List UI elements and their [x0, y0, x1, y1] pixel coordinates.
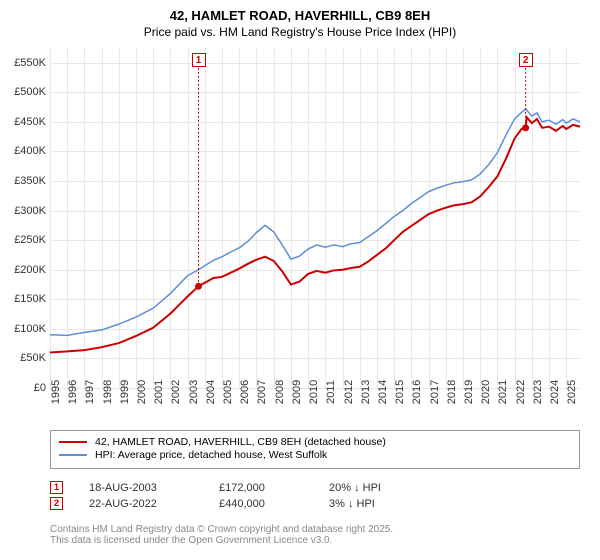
annotation-date-1: 22-AUG-2022 — [89, 498, 219, 510]
x-axis-label: 2016 — [411, 380, 423, 404]
annotation-row-1: 2 22-AUG-2022 £440,000 3% ↓ HPI — [50, 497, 381, 510]
x-axis-label: 1999 — [119, 380, 131, 404]
x-axis-label: 2017 — [429, 380, 441, 404]
legend-swatch-1 — [59, 454, 87, 456]
x-axis-label: 2019 — [463, 380, 475, 404]
y-axis-label: £100K — [14, 323, 46, 335]
legend-row-1: HPI: Average price, detached house, West… — [59, 449, 571, 461]
chart-container: 42, HAMLET ROAD, HAVERHILL, CB9 8EH Pric… — [0, 0, 600, 560]
x-axis-label: 2023 — [532, 380, 544, 404]
x-axis-label: 2006 — [239, 380, 251, 404]
marker-dot-1 — [195, 283, 202, 290]
footer-line2: This data is licensed under the Open Gov… — [50, 535, 393, 546]
x-axis-label: 1996 — [67, 380, 79, 404]
x-axis-label: 2024 — [549, 380, 561, 404]
x-axis-label: 2018 — [446, 380, 458, 404]
annotation-date-0: 18-AUG-2003 — [89, 482, 219, 494]
footer-block: Contains HM Land Registry data © Crown c… — [50, 524, 393, 546]
x-axis-label: 2020 — [480, 380, 492, 404]
marker-box-2: 2 — [519, 53, 533, 67]
y-axis-label: £150K — [14, 293, 46, 305]
annotation-block: 1 18-AUG-2003 £172,000 20% ↓ HPI 2 22-AU… — [50, 478, 381, 513]
x-axis-label: 2008 — [274, 380, 286, 404]
series-price_paid — [50, 117, 580, 352]
annotation-price-1: £440,000 — [219, 498, 329, 510]
legend-label-0: 42, HAMLET ROAD, HAVERHILL, CB9 8EH (det… — [95, 436, 386, 448]
legend-row-0: 42, HAMLET ROAD, HAVERHILL, CB9 8EH (det… — [59, 436, 571, 448]
x-axis-label: 2000 — [136, 380, 148, 404]
x-axis-label: 2022 — [515, 380, 527, 404]
title-line2: Price paid vs. HM Land Registry's House … — [0, 25, 600, 39]
marker-dot-2 — [522, 124, 529, 131]
legend-box: 42, HAMLET ROAD, HAVERHILL, CB9 8EH (det… — [50, 430, 580, 469]
chart-area: £0£50K£100K£150K£200K£250K£300K£350K£400… — [50, 48, 580, 388]
marker-box-1: 1 — [192, 53, 206, 67]
annotation-price-0: £172,000 — [219, 482, 329, 494]
annotation-row-0: 1 18-AUG-2003 £172,000 20% ↓ HPI — [50, 481, 381, 494]
x-axis-label: 2001 — [153, 380, 165, 404]
x-axis-label: 2005 — [222, 380, 234, 404]
series-hpi — [50, 109, 580, 335]
y-axis-label: £200K — [14, 264, 46, 276]
x-axis-label: 2010 — [308, 380, 320, 404]
x-axis-label: 1997 — [84, 380, 96, 404]
x-axis-label: 2014 — [377, 380, 389, 404]
y-axis-label: £500K — [14, 86, 46, 98]
annotation-delta-0: 20% ↓ HPI — [329, 482, 381, 494]
x-axis-label: 2009 — [291, 380, 303, 404]
annotation-marker-0: 1 — [50, 481, 63, 494]
title-block: 42, HAMLET ROAD, HAVERHILL, CB9 8EH Pric… — [0, 0, 600, 39]
x-axis-label: 2013 — [360, 380, 372, 404]
legend-label-1: HPI: Average price, detached house, West… — [95, 449, 327, 461]
y-axis-label: £0 — [34, 382, 46, 394]
y-axis-label: £250K — [14, 234, 46, 246]
x-axis-label: 2011 — [325, 380, 337, 404]
y-axis-label: £300K — [14, 205, 46, 217]
x-axis-label: 2021 — [497, 380, 509, 404]
x-axis-label: 2015 — [394, 380, 406, 404]
x-axis-label: 2002 — [170, 380, 182, 404]
line-layer — [50, 48, 580, 388]
x-axis-label: 2012 — [343, 380, 355, 404]
y-axis-label: £50K — [20, 352, 46, 364]
y-axis-label: £350K — [14, 175, 46, 187]
x-axis-label: 1995 — [50, 380, 62, 404]
footer-line1: Contains HM Land Registry data © Crown c… — [50, 524, 393, 535]
x-axis-label: 2025 — [566, 380, 578, 404]
x-axis-label: 2004 — [205, 380, 217, 404]
x-axis-label: 2003 — [188, 380, 200, 404]
annotation-marker-1: 2 — [50, 497, 63, 510]
x-axis-label: 2007 — [256, 380, 268, 404]
y-axis-label: £450K — [14, 116, 46, 128]
y-axis-label: £400K — [14, 145, 46, 157]
x-axis-label: 1998 — [102, 380, 114, 404]
legend-swatch-0 — [59, 441, 87, 443]
annotation-delta-1: 3% ↓ HPI — [329, 498, 375, 510]
y-axis-label: £550K — [14, 57, 46, 69]
title-line1: 42, HAMLET ROAD, HAVERHILL, CB9 8EH — [0, 8, 600, 23]
